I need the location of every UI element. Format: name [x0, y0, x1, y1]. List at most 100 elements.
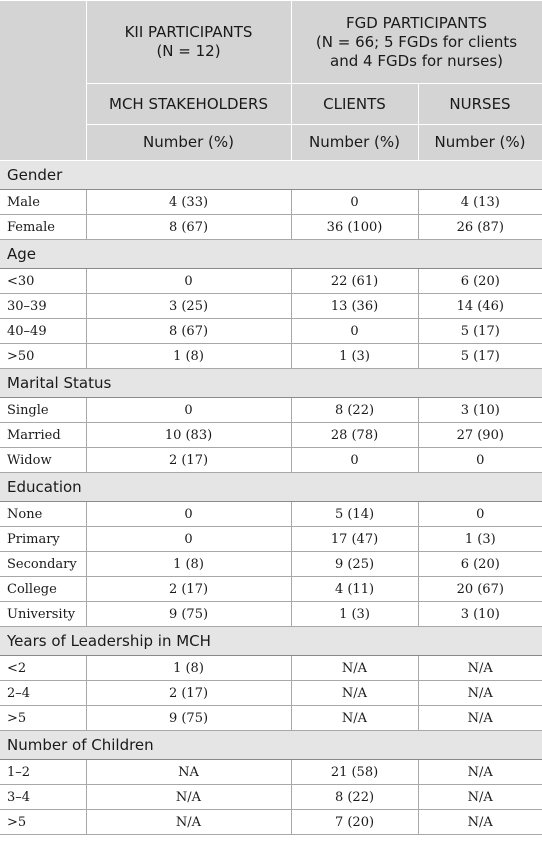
- nurses-value: N/A: [417, 655, 542, 681]
- clients-value: 4 (11): [290, 576, 418, 602]
- clients-value: 13 (36): [290, 293, 418, 319]
- table-row: <2 1 (8) N/A N/A: [0, 655, 542, 681]
- clients-value: 1 (3): [290, 343, 418, 369]
- table-body: Gender Male 4 (33) 0 4 (13) Female 8 (67) 36 (1…: [0, 160, 542, 835]
- clients-value: 0: [290, 318, 418, 344]
- fgd-n-line2: and 4 FGDs for nurses): [330, 51, 503, 70]
- clients-value: 1 (3): [290, 601, 418, 627]
- clients-value: 8 (22): [290, 397, 418, 423]
- nurses-value: 3 (10): [417, 601, 542, 627]
- nurses-value: 26 (87): [417, 214, 542, 240]
- row-label: <30: [0, 268, 86, 294]
- nurses-value: 4 (13): [417, 189, 542, 215]
- row-label: 1–2: [0, 759, 86, 785]
- mch-stakeholders-value: 10 (83): [85, 422, 291, 448]
- row-label: >50: [0, 343, 86, 369]
- clients-value: N/A: [290, 655, 418, 681]
- table-header: KII PARTICIPANTS (N = 12) FGD PARTICIPAN…: [0, 0, 542, 161]
- nurses-value: 3 (10): [417, 397, 542, 423]
- clients-value: 9 (25): [290, 551, 418, 577]
- mch-stakeholders-value: 2 (17): [85, 447, 291, 473]
- table-row: >5 N/A 7 (20) N/A: [0, 809, 542, 835]
- row-label: 40–49: [0, 318, 86, 344]
- row-label: >5: [0, 705, 86, 731]
- section-row-number-of-children: Number of Children: [0, 730, 542, 760]
- table-row: Female 8 (67) 36 (100) 26 (87): [0, 214, 542, 240]
- clients-value: N/A: [290, 705, 418, 731]
- mch-stakeholders-value: 0: [85, 397, 291, 423]
- table-row: 1–2 NA 21 (58) N/A: [0, 759, 542, 785]
- row-label: Married: [0, 422, 86, 448]
- section-title: Number of Children: [0, 730, 542, 760]
- mch-stakeholders-value: 1 (8): [85, 655, 291, 681]
- row-label: Female: [0, 214, 86, 240]
- clients-value: 0: [290, 447, 418, 473]
- table-row: Secondary 1 (8) 9 (25) 6 (20): [0, 551, 542, 577]
- mch-stakeholders-value: 0: [85, 501, 291, 527]
- clients-value: 0: [290, 189, 418, 215]
- mch-stakeholders-value: 8 (67): [85, 318, 291, 344]
- clients-value: 22 (61): [290, 268, 418, 294]
- nurses-value: N/A: [417, 705, 542, 731]
- table-row: 3–4 N/A 8 (22) N/A: [0, 784, 542, 810]
- nurses-value: 14 (46): [417, 293, 542, 319]
- clients-header: CLIENTS: [290, 83, 419, 125]
- number-percent-header: Number (%): [290, 124, 419, 161]
- corner-header-cell: [0, 0, 87, 161]
- row-label: University: [0, 601, 86, 627]
- row-label: None: [0, 501, 86, 527]
- table-row: 40–49 8 (67) 0 5 (17): [0, 318, 542, 344]
- nurses-value: N/A: [417, 784, 542, 810]
- nurses-value: 27 (90): [417, 422, 542, 448]
- section-title: Gender: [0, 160, 542, 190]
- nurses-value: 0: [417, 447, 542, 473]
- table-row: College 2 (17) 4 (11) 20 (67): [0, 576, 542, 602]
- fgd-title: FGD PARTICIPANTS: [346, 13, 487, 32]
- nurses-value: N/A: [417, 759, 542, 785]
- clients-value: 21 (58): [290, 759, 418, 785]
- nurses-header: NURSES: [417, 83, 542, 125]
- section-title: Marital Status: [0, 368, 542, 398]
- clients-value: 8 (22): [290, 784, 418, 810]
- mch-stakeholders-value: 8 (67): [85, 214, 291, 240]
- row-label: <2: [0, 655, 86, 681]
- row-label: College: [0, 576, 86, 602]
- nurses-value: N/A: [417, 809, 542, 835]
- table-row: 2–4 2 (17) N/A N/A: [0, 680, 542, 706]
- mch-stakeholders-value: 0: [85, 526, 291, 552]
- section-title: Education: [0, 472, 542, 502]
- clients-value: N/A: [290, 680, 418, 706]
- mch-stakeholders-value: 1 (8): [85, 551, 291, 577]
- nurses-value: 6 (20): [417, 268, 542, 294]
- table-row: None 0 5 (14) 0: [0, 501, 542, 527]
- table-row: Primary 0 17 (47) 1 (3): [0, 526, 542, 552]
- table-row: <30 0 22 (61) 6 (20): [0, 268, 542, 294]
- mch-stakeholders-value: 9 (75): [85, 705, 291, 731]
- mch-stakeholders-value: 2 (17): [85, 576, 291, 602]
- nurses-value: 5 (17): [417, 343, 542, 369]
- row-label: Male: [0, 189, 86, 215]
- row-label: >5: [0, 809, 86, 835]
- clients-value: 5 (14): [290, 501, 418, 527]
- section-row-education: Education: [0, 472, 542, 502]
- nurses-value: 6 (20): [417, 551, 542, 577]
- section-title: Age: [0, 239, 542, 269]
- row-label: Single: [0, 397, 86, 423]
- table-row: 30–39 3 (25) 13 (36) 14 (46): [0, 293, 542, 319]
- row-label: 3–4: [0, 784, 86, 810]
- table-row: Married 10 (83) 28 (78) 27 (90): [0, 422, 542, 448]
- clients-value: 17 (47): [290, 526, 418, 552]
- mch-stakeholders-value: 4 (33): [85, 189, 291, 215]
- number-percent-header: Number (%): [85, 124, 292, 161]
- table-row: >5 9 (75) N/A N/A: [0, 705, 542, 731]
- section-row-years-of-leadership-in-mch: Years of Leadership in MCH: [0, 626, 542, 656]
- row-label: Widow: [0, 447, 86, 473]
- table-row: Widow 2 (17) 0 0: [0, 447, 542, 473]
- table-row: University 9 (75) 1 (3) 3 (10): [0, 601, 542, 627]
- section-row-gender: Gender: [0, 160, 542, 190]
- row-label: Secondary: [0, 551, 86, 577]
- mch-stakeholders-value: 1 (8): [85, 343, 291, 369]
- row-label: 2–4: [0, 680, 86, 706]
- nurses-value: 1 (3): [417, 526, 542, 552]
- mch-stakeholders-value: N/A: [85, 784, 291, 810]
